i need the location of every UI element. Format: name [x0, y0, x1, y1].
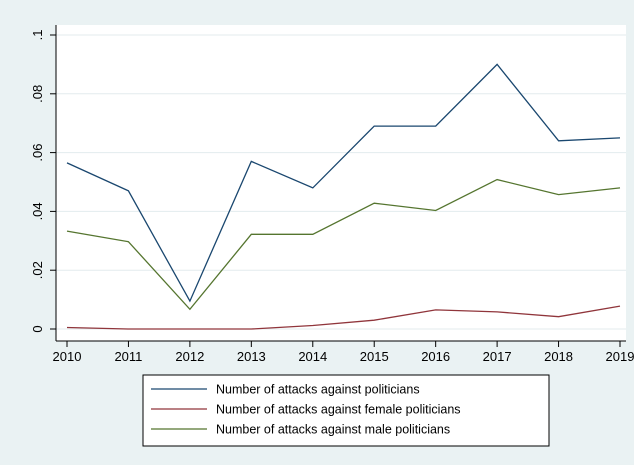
- series-line-1: [66, 305, 621, 330]
- legend-label-0: Number of attacks against politicians: [216, 383, 420, 397]
- x-tick-label-2015: 2015: [360, 349, 389, 364]
- legend: Number of attacks against politicians Num…: [142, 374, 550, 447]
- x-tick-label-2012: 2012: [175, 349, 204, 364]
- x-tick-label-2014: 2014: [298, 349, 327, 364]
- y-tick-label-2: .04: [30, 202, 45, 220]
- plot-area: [56, 25, 626, 341]
- x-tick-label-2011: 2011: [114, 349, 142, 364]
- x-tick-label-2013: 2013: [237, 349, 266, 364]
- y-tick-label-0: 0: [30, 325, 45, 332]
- x-tick-label-2019: 2019: [606, 349, 634, 364]
- legend-box: [142, 374, 550, 447]
- legend-label-2: Number of attacks against male politicia…: [216, 423, 450, 437]
- series-line-2: [66, 178, 621, 311]
- y-tick-label-4: .08: [30, 85, 45, 103]
- y-tick-label-3: .06: [30, 144, 45, 162]
- axes: 0 .02 .04 .06 .08 .1 2010 2011 2012 2013 2014 2015 2…: [30, 25, 634, 364]
- x-tick-label-2016: 2016: [421, 349, 450, 364]
- series-line-0: [66, 63, 621, 303]
- legend-label-1: Number of attacks against female politic…: [216, 403, 461, 417]
- x-tick-label-2017: 2017: [483, 349, 512, 364]
- series-lines: [66, 63, 621, 330]
- y-tick-label-5: .1: [30, 30, 45, 41]
- x-tick-label-2010: 2010: [53, 349, 82, 364]
- y-tick-label-1: .02: [30, 261, 45, 279]
- x-tick-label-2018: 2018: [544, 349, 573, 364]
